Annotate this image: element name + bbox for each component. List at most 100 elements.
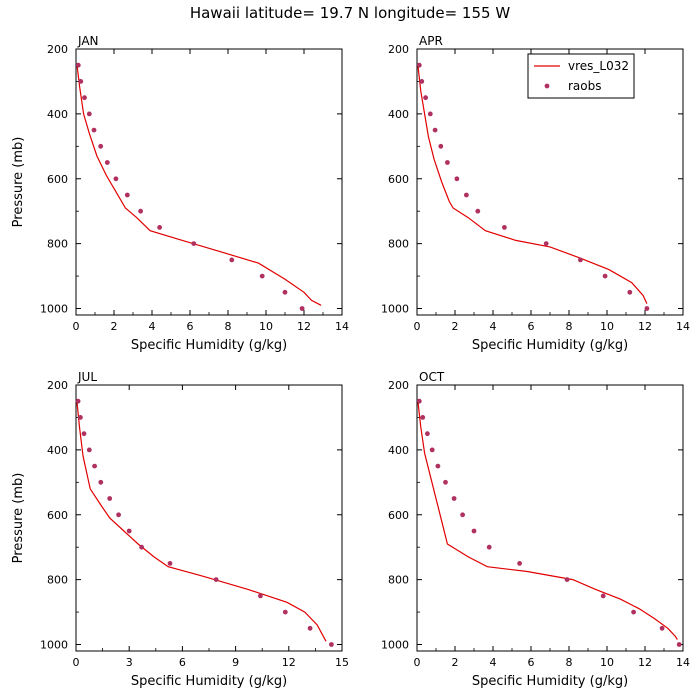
raobs-point-jul — [167, 561, 173, 566]
model-line-oct — [417, 401, 678, 640]
raobs-point-apr — [578, 257, 583, 263]
panel-title-jan: JAN — [77, 34, 99, 48]
x-tick-label-jul: 3 — [126, 656, 133, 669]
raobs-point-apr — [427, 111, 433, 117]
panel-jul: JUL 0 3 6 9 12 15 200 400 600 800 1000 Specific Humi… — [11, 370, 349, 689]
x-tick-label-apr: 6 — [528, 320, 535, 333]
y-tick-label-apr: 400 — [388, 108, 409, 121]
raobs-point-oct — [425, 431, 430, 437]
raobs-point-jul — [116, 512, 121, 518]
raobs-point-jul — [107, 496, 113, 501]
y-tick-label-jan: 800 — [47, 238, 68, 251]
raobs-point-apr — [475, 208, 481, 214]
x-tick-label-oct: 0 — [414, 656, 421, 669]
raobs-point-jan — [78, 79, 84, 84]
raobs-point-jul — [78, 415, 83, 420]
x-tick-label-jan: 12 — [297, 320, 311, 333]
raobs-point-jan — [229, 257, 235, 263]
raobs-point-jul — [81, 431, 87, 437]
raobs-point-jan — [104, 160, 110, 165]
x-tick-label-jan: 2 — [111, 320, 118, 333]
raobs-point-apr — [416, 62, 422, 68]
x-tick-label-oct: 2 — [452, 656, 459, 669]
x-tick-label-jan: 4 — [149, 320, 156, 333]
raobs-point-jul — [86, 447, 92, 453]
y-tick-label-jul: 800 — [47, 574, 68, 587]
y-tick-label-apr: 1000 — [381, 303, 409, 316]
panel-title-jul: JUL — [77, 370, 97, 384]
raobs-point-jan — [191, 241, 197, 247]
raobs-point-jan — [259, 273, 265, 279]
x-axis-label-jan: Specific Humidity (g/kg) — [131, 338, 287, 353]
y-tick-label-oct: 1000 — [381, 639, 409, 652]
raobs-point-jan — [138, 208, 144, 214]
x-tick-label-jul: 0 — [73, 656, 80, 669]
raobs-point-jan — [75, 62, 81, 68]
y-tick-label-apr: 800 — [388, 238, 409, 251]
raobs-point-jan — [82, 95, 87, 101]
x-tick-label-oct: 4 — [490, 656, 497, 669]
y-tick-label-oct: 600 — [388, 509, 409, 522]
y-tick-label-jan: 600 — [47, 173, 68, 186]
raobs-point-apr — [602, 273, 608, 279]
legend-model-label: vres_L032 — [568, 59, 629, 73]
x-tick-label-apr: 2 — [452, 320, 459, 333]
raobs-point-apr — [543, 241, 549, 247]
raobs-point-jan — [91, 127, 97, 133]
y-tick-label-jan: 400 — [47, 108, 68, 121]
raobs-point-apr — [627, 289, 633, 295]
x-tick-label-apr: 12 — [638, 320, 652, 333]
y-tick-label-oct: 800 — [388, 574, 409, 587]
panel-oct: OCT 0 2 4 6 8 10 12 14 200 400 600 800 1000 Specific H… — [381, 370, 690, 689]
x-tick-label-jul: 9 — [232, 656, 239, 669]
raobs-point-apr — [423, 95, 428, 101]
raobs-point-oct — [420, 415, 426, 420]
raobs-point-jul — [282, 609, 288, 615]
raobs-point-jan — [86, 111, 92, 117]
raobs-point-apr — [438, 143, 444, 149]
legend-marker-swatch — [544, 83, 550, 89]
x-tick-label-apr: 0 — [414, 320, 421, 333]
raobs-point-jan — [124, 192, 130, 198]
raobs-point-jul — [98, 479, 104, 485]
y-axis-label-jul: Pressure (mb) — [11, 473, 26, 564]
raobs-point-oct — [600, 593, 606, 599]
raobs-point-oct — [443, 479, 448, 485]
x-tick-label-jan: 0 — [73, 320, 80, 333]
x-tick-label-oct: 10 — [600, 656, 614, 669]
raobs-point-apr — [432, 127, 438, 133]
x-tick-label-oct: 12 — [638, 656, 652, 669]
plot-frame-jan — [75, 48, 343, 316]
y-tick-label-oct: 400 — [388, 444, 409, 457]
y-tick-label-jul: 600 — [47, 509, 68, 522]
legend-obs-label: raobs — [568, 79, 602, 93]
figure-title: Hawaii latitude= 19.7 N longitude= 155 W — [190, 4, 510, 22]
raobs-point-apr — [454, 176, 460, 182]
x-axis-label-apr: Specific Humidity (g/kg) — [472, 338, 628, 353]
panel-title-apr: APR — [419, 34, 443, 48]
model-line-jan — [76, 65, 322, 306]
x-tick-label-oct: 6 — [528, 656, 535, 669]
legend-box — [527, 53, 635, 99]
x-axis-label-jul: Specific Humidity (g/kg) — [131, 674, 287, 689]
y-tick-label-jul: 200 — [47, 379, 68, 392]
raobs-point-oct — [631, 609, 636, 615]
x-tick-label-jan: 6 — [187, 320, 194, 333]
raobs-point-apr — [502, 225, 507, 230]
x-tick-label-jul: 6 — [179, 656, 186, 669]
raobs-point-oct — [416, 398, 422, 404]
raobs-point-jan — [282, 289, 288, 295]
raobs-point-jul — [139, 544, 145, 550]
raobs-point-apr — [419, 79, 425, 84]
x-tick-label-jan: 10 — [259, 320, 273, 333]
x-tick-label-oct: 14 — [676, 656, 690, 669]
x-tick-label-apr: 8 — [566, 320, 573, 333]
raobs-point-oct — [564, 577, 570, 582]
raobs-point-oct — [429, 447, 435, 453]
raobs-point-oct — [460, 512, 465, 518]
raobs-point-jul — [75, 398, 81, 404]
raobs-point-oct — [659, 625, 665, 631]
raobs-point-jan — [98, 143, 104, 149]
x-axis-label-oct: Specific Humidity (g/kg) — [472, 674, 628, 689]
